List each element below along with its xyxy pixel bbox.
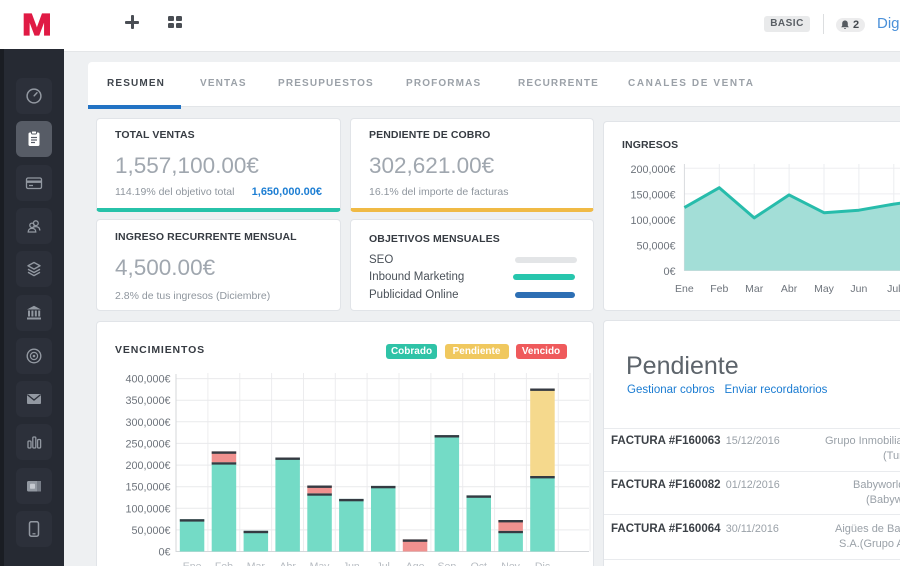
svg-text:May: May bbox=[814, 283, 835, 295]
svg-text:350,000€: 350,000€ bbox=[125, 395, 170, 407]
svg-text:Ene: Ene bbox=[183, 561, 202, 566]
svg-text:400,000€: 400,000€ bbox=[125, 374, 170, 386]
svg-text:Jun: Jun bbox=[850, 283, 867, 295]
svg-text:50,000€: 50,000€ bbox=[131, 525, 170, 537]
svg-text:100,000€: 100,000€ bbox=[630, 215, 675, 227]
svg-text:Jul: Jul bbox=[887, 283, 900, 295]
svg-text:Nov: Nov bbox=[501, 561, 520, 566]
svg-text:200,000€: 200,000€ bbox=[125, 460, 170, 472]
svg-text:0€: 0€ bbox=[663, 266, 675, 278]
svg-text:May: May bbox=[310, 561, 331, 566]
svg-text:Sep: Sep bbox=[438, 561, 457, 566]
svg-text:Dic: Dic bbox=[535, 561, 550, 566]
svg-text:Feb: Feb bbox=[710, 283, 728, 295]
svg-text:150,000€: 150,000€ bbox=[630, 190, 675, 202]
svg-text:Abr: Abr bbox=[280, 561, 297, 566]
svg-text:250,000€: 250,000€ bbox=[125, 438, 170, 450]
svg-text:Ago: Ago bbox=[406, 561, 425, 566]
svg-text:Oct: Oct bbox=[471, 561, 487, 566]
svg-text:Jun: Jun bbox=[343, 561, 360, 566]
svg-text:100,000€: 100,000€ bbox=[125, 503, 170, 515]
svg-text:Abr: Abr bbox=[781, 283, 798, 295]
svg-text:Jul: Jul bbox=[376, 561, 389, 566]
svg-text:Mar: Mar bbox=[745, 283, 764, 295]
svg-text:Ene: Ene bbox=[675, 283, 694, 295]
svg-text:200,000€: 200,000€ bbox=[630, 164, 675, 176]
svg-text:300,000€: 300,000€ bbox=[125, 417, 170, 429]
svg-text:0€: 0€ bbox=[158, 547, 170, 559]
svg-text:50,000€: 50,000€ bbox=[636, 241, 675, 253]
svg-text:Feb: Feb bbox=[215, 561, 233, 566]
svg-text:150,000€: 150,000€ bbox=[125, 482, 170, 494]
svg-text:Mar: Mar bbox=[247, 561, 266, 566]
